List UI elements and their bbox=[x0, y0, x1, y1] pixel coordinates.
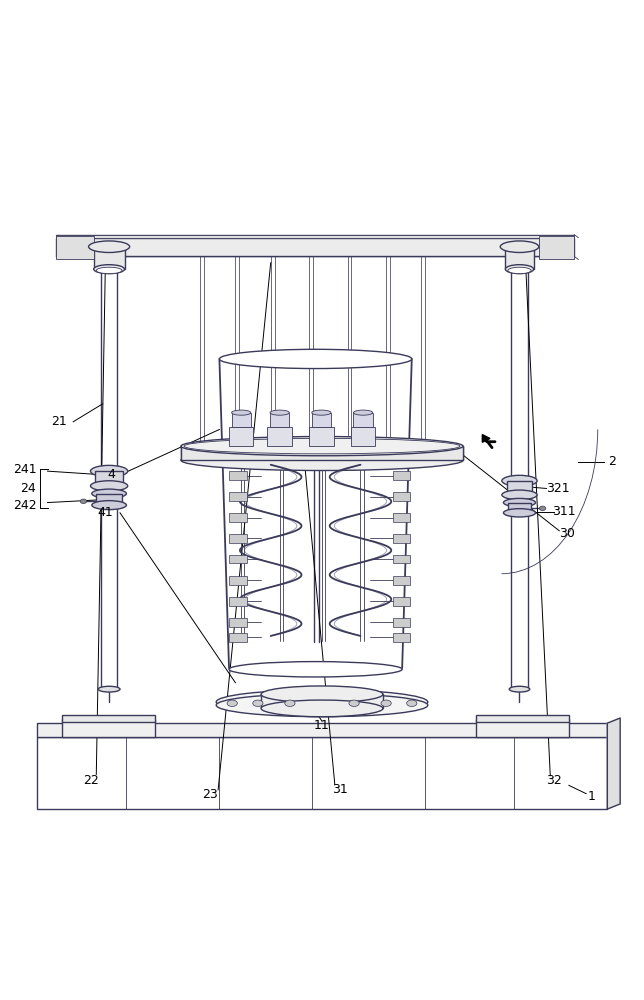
Text: 2: 2 bbox=[608, 455, 616, 468]
Ellipse shape bbox=[312, 410, 331, 415]
Bar bbox=[476, 715, 569, 722]
Bar bbox=[393, 471, 410, 480]
Ellipse shape bbox=[509, 686, 530, 692]
Bar bbox=[476, 719, 569, 737]
Bar bbox=[506, 247, 534, 269]
Ellipse shape bbox=[502, 475, 537, 486]
Text: 32: 32 bbox=[546, 774, 562, 787]
Bar bbox=[229, 576, 247, 585]
Bar bbox=[97, 494, 122, 505]
Ellipse shape bbox=[80, 499, 87, 504]
Bar bbox=[270, 413, 289, 427]
Ellipse shape bbox=[504, 509, 536, 517]
Text: 4: 4 bbox=[108, 468, 116, 481]
Bar bbox=[229, 618, 247, 627]
Bar bbox=[229, 427, 253, 446]
Ellipse shape bbox=[227, 700, 238, 706]
Bar bbox=[37, 737, 607, 809]
Bar bbox=[56, 236, 95, 259]
Ellipse shape bbox=[97, 267, 122, 274]
Bar bbox=[229, 555, 247, 563]
Bar bbox=[393, 513, 410, 522]
Ellipse shape bbox=[381, 700, 392, 706]
Bar bbox=[62, 715, 155, 722]
Bar bbox=[309, 427, 334, 446]
Ellipse shape bbox=[92, 501, 126, 510]
Bar bbox=[267, 427, 292, 446]
Ellipse shape bbox=[270, 410, 289, 415]
Text: 24: 24 bbox=[21, 482, 36, 495]
Bar bbox=[393, 633, 410, 642]
Bar bbox=[508, 503, 531, 513]
Ellipse shape bbox=[261, 686, 383, 703]
Ellipse shape bbox=[99, 686, 120, 692]
Ellipse shape bbox=[216, 690, 428, 714]
Bar bbox=[261, 694, 383, 708]
Bar bbox=[354, 413, 373, 427]
Text: 241: 241 bbox=[13, 463, 37, 476]
Text: 31: 31 bbox=[332, 783, 348, 796]
Ellipse shape bbox=[181, 437, 463, 456]
Bar bbox=[229, 471, 247, 480]
Polygon shape bbox=[607, 718, 620, 809]
Bar bbox=[539, 236, 574, 259]
Bar bbox=[312, 413, 331, 427]
Ellipse shape bbox=[92, 489, 126, 498]
Ellipse shape bbox=[94, 265, 124, 274]
Ellipse shape bbox=[261, 700, 383, 717]
Ellipse shape bbox=[406, 700, 417, 706]
Bar bbox=[351, 427, 375, 446]
Bar bbox=[94, 247, 124, 269]
Ellipse shape bbox=[181, 450, 463, 471]
Bar bbox=[393, 618, 410, 627]
Bar bbox=[393, 492, 410, 501]
Bar bbox=[229, 534, 247, 543]
Ellipse shape bbox=[91, 481, 128, 491]
Bar bbox=[229, 597, 247, 606]
Text: 41: 41 bbox=[97, 506, 113, 519]
Bar bbox=[37, 723, 607, 737]
Ellipse shape bbox=[89, 241, 129, 252]
Bar bbox=[95, 471, 123, 486]
Ellipse shape bbox=[229, 662, 402, 677]
Ellipse shape bbox=[285, 700, 295, 706]
Text: 21: 21 bbox=[52, 415, 67, 428]
Bar bbox=[393, 555, 410, 563]
Ellipse shape bbox=[540, 506, 545, 511]
Bar bbox=[393, 534, 410, 543]
Text: 1: 1 bbox=[587, 790, 595, 803]
Ellipse shape bbox=[508, 267, 531, 274]
Bar bbox=[62, 719, 155, 737]
Bar bbox=[229, 513, 247, 522]
Text: 321: 321 bbox=[546, 482, 570, 495]
Text: 311: 311 bbox=[553, 505, 576, 518]
Ellipse shape bbox=[252, 700, 263, 706]
Ellipse shape bbox=[220, 349, 412, 369]
Bar bbox=[56, 238, 574, 256]
Bar bbox=[181, 446, 463, 460]
Ellipse shape bbox=[91, 465, 128, 477]
Ellipse shape bbox=[216, 694, 428, 717]
Ellipse shape bbox=[349, 700, 359, 706]
Bar bbox=[229, 633, 247, 642]
Text: 30: 30 bbox=[559, 527, 575, 540]
Ellipse shape bbox=[500, 241, 539, 252]
Text: 22: 22 bbox=[83, 774, 99, 787]
Ellipse shape bbox=[504, 498, 536, 507]
Ellipse shape bbox=[502, 490, 537, 500]
Polygon shape bbox=[482, 435, 490, 442]
Ellipse shape bbox=[354, 410, 373, 415]
Bar bbox=[507, 481, 533, 495]
Bar bbox=[232, 413, 251, 427]
Bar bbox=[393, 597, 410, 606]
Text: 23: 23 bbox=[202, 788, 218, 801]
Ellipse shape bbox=[232, 410, 251, 415]
Bar bbox=[393, 576, 410, 585]
Ellipse shape bbox=[184, 438, 460, 454]
Ellipse shape bbox=[506, 265, 534, 274]
Bar bbox=[56, 235, 574, 238]
Text: 242: 242 bbox=[13, 499, 37, 512]
Text: 11: 11 bbox=[314, 719, 330, 732]
Bar bbox=[229, 492, 247, 501]
